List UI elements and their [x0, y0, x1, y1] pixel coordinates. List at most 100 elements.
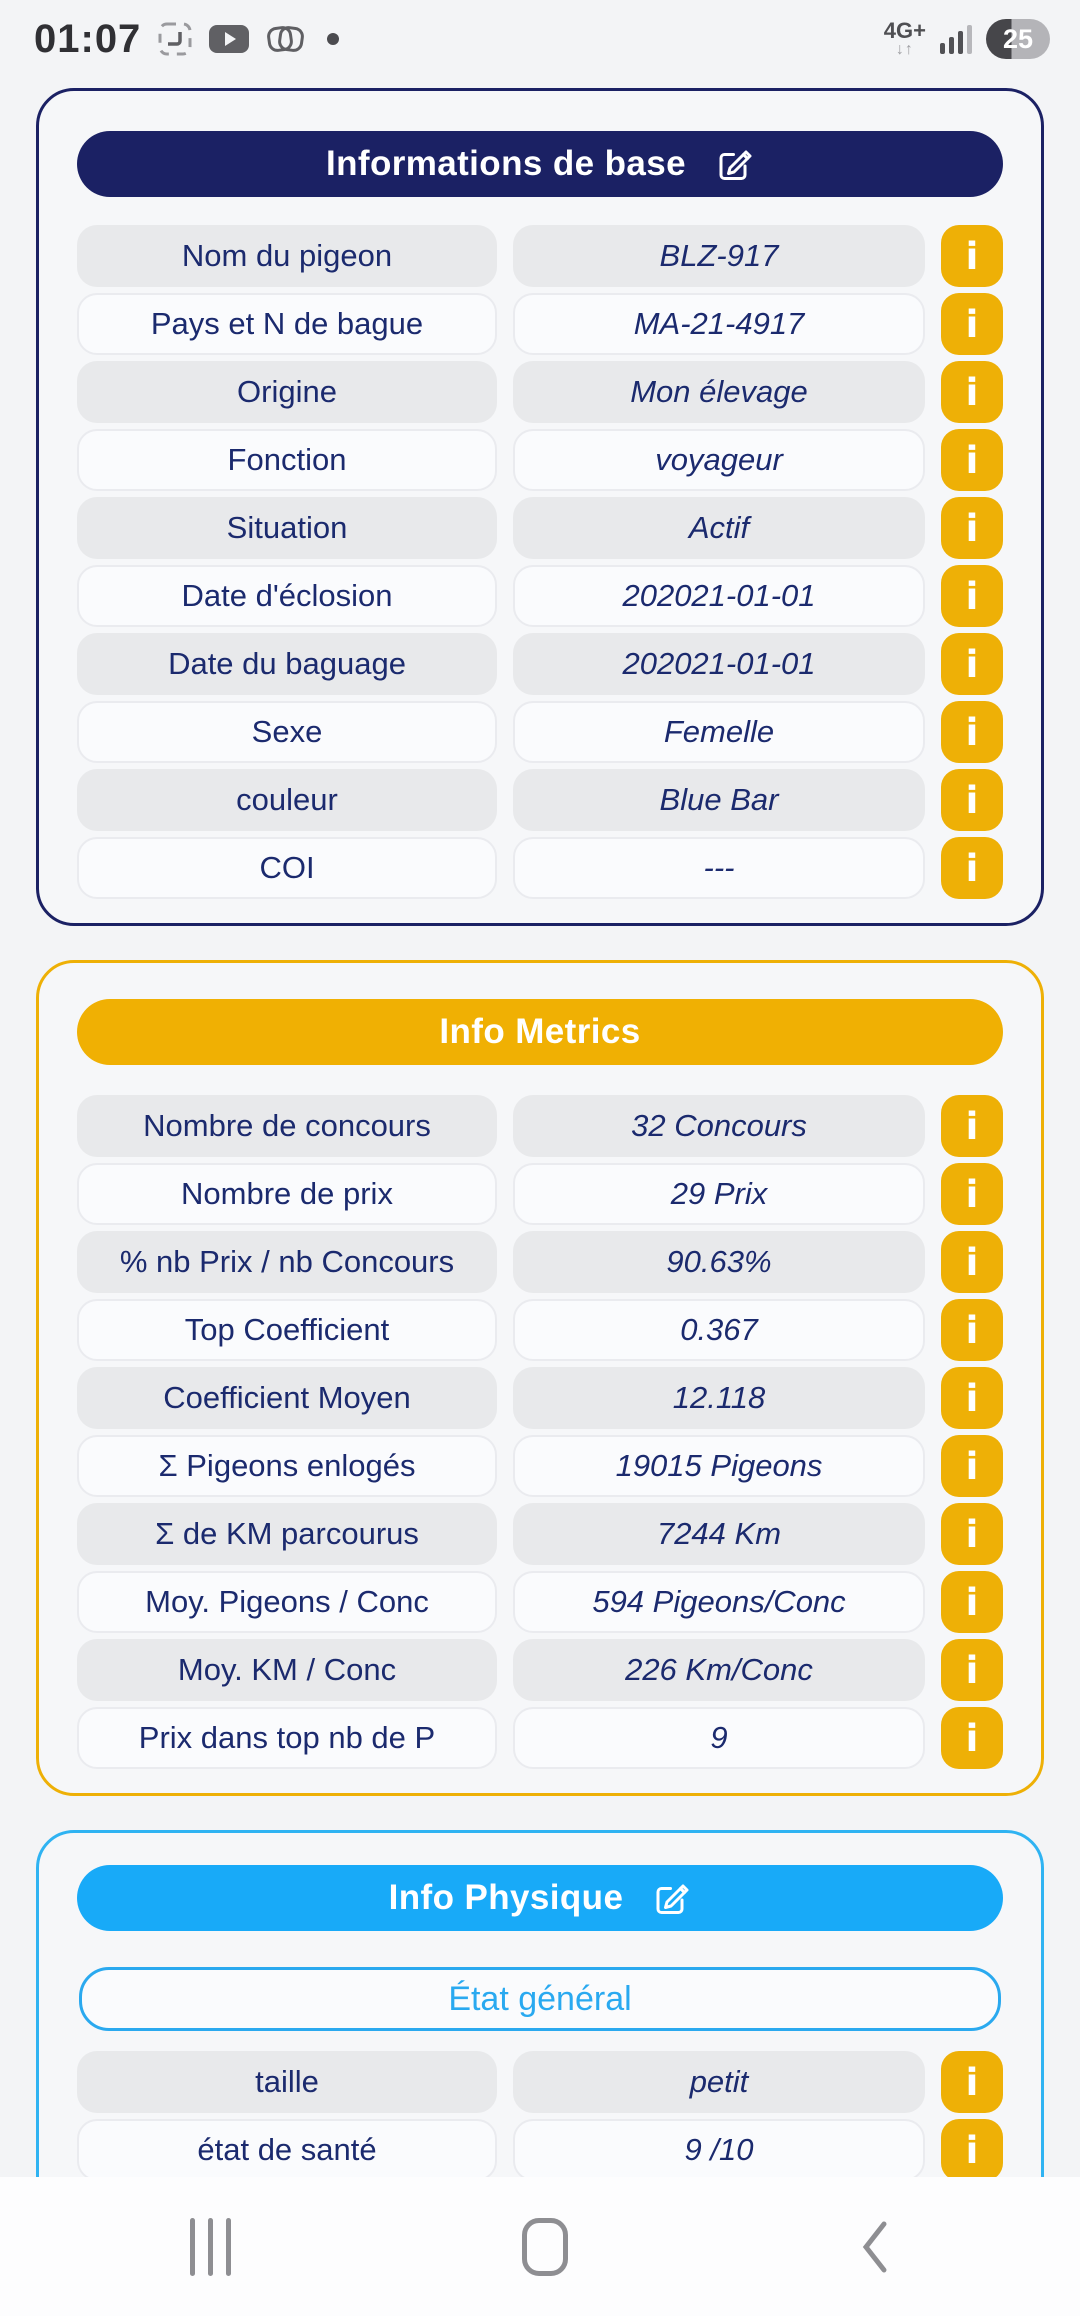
info-button[interactable]: i: [941, 2119, 1003, 2181]
card-info-metrics: Info Metrics Nombre de concours 32 Concou…: [36, 960, 1044, 1796]
field-value: 9: [513, 1707, 925, 1769]
card-title: Info Metrics: [439, 1012, 641, 1051]
recents-button[interactable]: [190, 2217, 231, 2276]
edit-button[interactable]: [714, 144, 754, 184]
info-button[interactable]: i: [941, 293, 1003, 355]
field-row: Nombre de concours 32 Concours i: [77, 1095, 1003, 1157]
field-value: 12.118: [513, 1367, 925, 1429]
info-button[interactable]: i: [941, 633, 1003, 695]
recents-icon: [190, 2217, 231, 2276]
info-button[interactable]: i: [941, 429, 1003, 491]
field-row: Moy. KM / Conc 226 Km/Conc i: [77, 1639, 1003, 1701]
field-label: Nom du pigeon: [77, 225, 497, 287]
info-button[interactable]: i: [941, 361, 1003, 423]
info-button[interactable]: i: [941, 1639, 1003, 1701]
home-button[interactable]: [521, 2217, 568, 2276]
field-row: Moy. Pigeons / Conc 594 Pigeons/Conc i: [77, 1571, 1003, 1633]
info-button[interactable]: i: [941, 769, 1003, 831]
back-button[interactable]: [858, 2218, 890, 2276]
info-button[interactable]: i: [941, 1503, 1003, 1565]
info-button[interactable]: i: [941, 1231, 1003, 1293]
field-rows: taille petit i état de santé 9 /10 i: [39, 2051, 1041, 2205]
info-button[interactable]: i: [941, 2051, 1003, 2113]
field-row: Nom du pigeon BLZ-917 i: [77, 225, 1003, 287]
field-row: Σ de KM parcourus 7244 Km i: [77, 1503, 1003, 1565]
field-value: ---: [513, 837, 925, 899]
field-label: Coefficient Moyen: [77, 1367, 497, 1429]
info-button[interactable]: i: [941, 1367, 1003, 1429]
field-value: 7244 Km: [513, 1503, 925, 1565]
field-value: 9 /10: [513, 2119, 925, 2181]
field-label: % nb Prix / nb Concours: [77, 1231, 497, 1293]
clock: 01:07: [34, 16, 142, 61]
edit-button[interactable]: [651, 1878, 691, 1918]
field-label: Σ de KM parcourus: [77, 1503, 497, 1565]
signal-strength-icon: [940, 24, 972, 54]
info-button[interactable]: i: [941, 701, 1003, 763]
informations-de-base-header: Informations de base: [77, 131, 1003, 197]
field-label: taille: [77, 2051, 497, 2113]
field-label: Prix dans top nb de P: [77, 1707, 497, 1769]
info-button[interactable]: i: [941, 1435, 1003, 1497]
field-row: Sexe Femelle i: [77, 701, 1003, 763]
field-row: Top Coefficient 0.367 i: [77, 1299, 1003, 1361]
home-icon: [521, 2217, 568, 2276]
edit-icon: [719, 150, 752, 180]
field-label: Fonction: [77, 429, 497, 491]
field-row: % nb Prix / nb Concours 90.63% i: [77, 1231, 1003, 1293]
battery-icon: 25: [986, 19, 1050, 59]
overlapping-squares-icon: [265, 21, 305, 57]
info-button[interactable]: i: [941, 225, 1003, 287]
field-label: état de santé: [77, 2119, 497, 2181]
field-row: Fonction voyageur i: [77, 429, 1003, 491]
bottom-nav-bar: [0, 2177, 1080, 2316]
youtube-icon: [209, 25, 250, 53]
card-informations-de-base: Informations de base Nom du pigeon BLZ-91…: [36, 88, 1044, 926]
field-value: 32 Concours: [513, 1095, 925, 1157]
info-button[interactable]: i: [941, 1707, 1003, 1769]
info-button[interactable]: i: [941, 1095, 1003, 1157]
field-row: Coefficient Moyen 12.118 i: [77, 1367, 1003, 1429]
field-label: Moy. KM / Conc: [77, 1639, 497, 1701]
network-indicator: 4G+ ↓↑: [883, 18, 926, 58]
field-row: couleur Blue Bar i: [77, 769, 1003, 831]
field-row: Nombre de prix 29 Prix i: [77, 1163, 1003, 1225]
field-value: 594 Pigeons/Conc: [513, 1571, 925, 1633]
field-value: Actif: [513, 497, 925, 559]
field-value: 19015 Pigeons: [513, 1435, 925, 1497]
field-value: 226 Km/Conc: [513, 1639, 925, 1701]
field-value: Blue Bar: [513, 769, 925, 831]
field-value: Femelle: [513, 701, 925, 763]
screenshot-icon: [157, 21, 193, 57]
info-button[interactable]: i: [941, 565, 1003, 627]
field-value: MA-21-4917: [513, 293, 925, 355]
field-label: Situation: [77, 497, 497, 559]
info-physique-header: Info Physique: [77, 1865, 1003, 1931]
info-button[interactable]: i: [941, 1163, 1003, 1225]
card-title: Info Physique: [388, 1878, 624, 1917]
field-label: Date d'éclosion: [77, 565, 497, 627]
field-rows: Nombre de concours 32 Concours i Nombre de …: [39, 1095, 1041, 1793]
field-value: 202021-01-01: [513, 633, 925, 695]
field-label: Sexe: [77, 701, 497, 763]
field-label: Origine: [77, 361, 497, 423]
field-row: Origine Mon élevage i: [77, 361, 1003, 423]
notification-dot-icon: [327, 33, 340, 45]
info-button[interactable]: i: [941, 837, 1003, 899]
field-row: COI --- i: [77, 837, 1003, 899]
field-value: voyageur: [513, 429, 925, 491]
info-button[interactable]: i: [941, 1571, 1003, 1633]
field-value: BLZ-917: [513, 225, 925, 287]
field-label: Date du baguage: [77, 633, 497, 695]
back-icon: [862, 2221, 887, 2272]
info-button[interactable]: i: [941, 1299, 1003, 1361]
info-button[interactable]: i: [941, 497, 1003, 559]
field-label: Top Coefficient: [77, 1299, 497, 1361]
field-label: Σ Pigeons enlogés: [77, 1435, 497, 1497]
etat-general-subheader: État général: [79, 1967, 1001, 2031]
field-row: état de santé 9 /10 i: [77, 2119, 1003, 2181]
field-value: 29 Prix: [513, 1163, 925, 1225]
field-label: couleur: [77, 769, 497, 831]
field-value: 202021-01-01: [513, 565, 925, 627]
